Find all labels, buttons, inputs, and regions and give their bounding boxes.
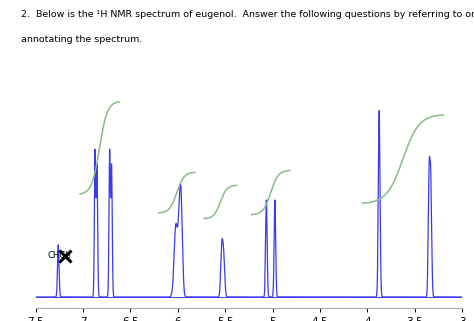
Text: CHCl₃: CHCl₃ xyxy=(48,251,72,260)
Text: annotating the spectrum.: annotating the spectrum. xyxy=(21,35,143,44)
Text: 2.  Below is the ¹H NMR spectrum of eugenol.  Answer the following questions by : 2. Below is the ¹H NMR spectrum of eugen… xyxy=(21,10,474,19)
